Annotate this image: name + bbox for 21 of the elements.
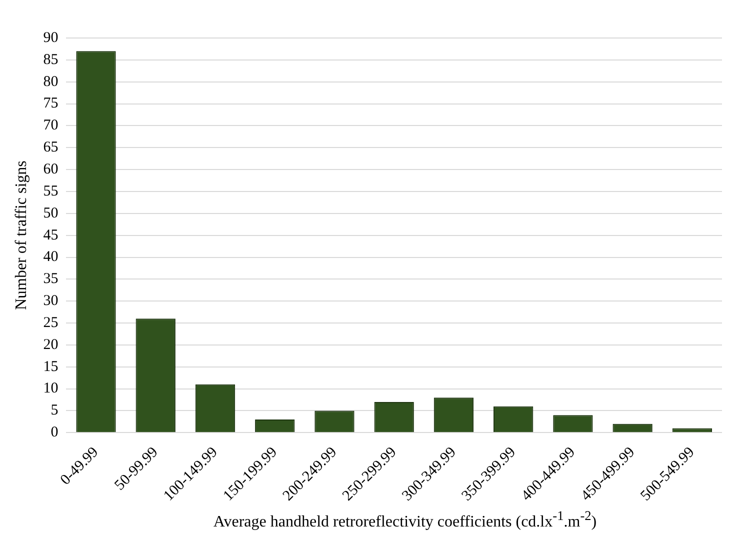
y-tick-label: 15 bbox=[43, 358, 58, 375]
y-tick-label: 55 bbox=[43, 183, 58, 200]
y-tick-label: 5 bbox=[50, 402, 58, 419]
y-tick-label: 60 bbox=[43, 161, 58, 178]
y-tick-label: 45 bbox=[43, 227, 58, 244]
x-axis-title: Average handheld retroreflectivity coefficients (cd.lx$^{-1}$.m$^{-2}$) bbox=[212, 508, 598, 532]
y-tick-label: 40 bbox=[43, 249, 58, 266]
y-tick-label: 0 bbox=[50, 424, 58, 441]
y-tick-label: 10 bbox=[43, 380, 58, 397]
y-tick-label: 70 bbox=[43, 118, 58, 134]
y-tick-label: 75 bbox=[43, 96, 58, 112]
y-tick-label: 50 bbox=[43, 205, 58, 222]
y-tick-label: 35 bbox=[43, 271, 58, 288]
y-tick-label: 65 bbox=[43, 140, 58, 156]
y-tick-label: 90 bbox=[43, 30, 58, 46]
y-tick-label: 20 bbox=[43, 336, 58, 353]
y-tick-label: 30 bbox=[43, 293, 58, 310]
y-tick-label: 80 bbox=[43, 74, 58, 90]
y-tick-label: 85 bbox=[43, 52, 58, 68]
y-axis-title: Number of traffic signs bbox=[12, 160, 30, 310]
y-tick-label: 25 bbox=[43, 314, 58, 331]
